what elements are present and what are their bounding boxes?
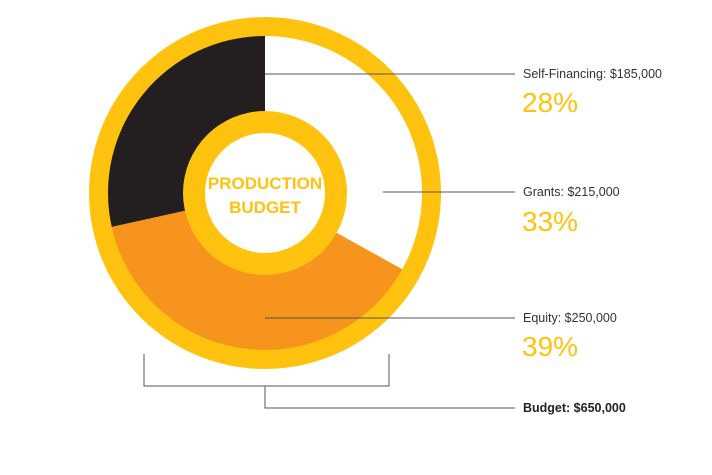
center-hole	[205, 133, 325, 253]
leader-line-budget	[264, 386, 515, 409]
budget-bracket	[143, 354, 390, 387]
percent-self-financing: 28%	[522, 87, 578, 118]
percent-grants: 33%	[522, 206, 578, 237]
center-title-line2: BUDGET	[229, 198, 301, 217]
label-equity: Equity: $250,000	[523, 311, 617, 325]
label-budget-total: Budget: $650,000	[523, 401, 626, 415]
center-title-line1: PRODUCTION	[208, 174, 322, 193]
percent-equity: 39%	[522, 331, 578, 362]
label-self-financing: Self-Financing: $185,000	[523, 67, 662, 81]
label-grants: Grants: $215,000	[523, 185, 620, 199]
